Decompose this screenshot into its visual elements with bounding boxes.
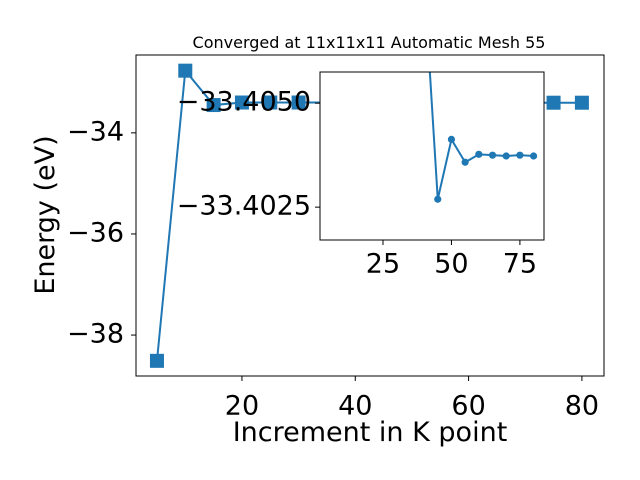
- marker: [461, 158, 469, 166]
- x-tick-label: 50: [434, 249, 468, 280]
- y-tick-label: −33.4025: [177, 191, 311, 222]
- chart-title: Converged at 11x11x11 Automatic Mesh 55: [193, 33, 546, 52]
- y-tick-label: −34: [67, 116, 124, 147]
- axes-frame: [135, 54, 605, 377]
- marker: [206, 98, 221, 113]
- marker: [529, 152, 538, 160]
- plot-area: [428, 72, 538, 203]
- x-tick-label: 25: [366, 249, 400, 280]
- x-tick-label: 75: [503, 249, 537, 280]
- marker: [149, 353, 164, 368]
- y-axis-label: Energy (eV): [30, 135, 61, 294]
- x-tick-label: 20: [225, 391, 259, 422]
- x-tick-label: 40: [338, 391, 372, 422]
- marker: [234, 95, 249, 110]
- marker: [574, 95, 589, 110]
- marker: [291, 95, 306, 110]
- x-tick-label: 60: [451, 391, 485, 422]
- marker: [475, 150, 483, 158]
- marker: [516, 151, 524, 159]
- marker: [447, 135, 456, 143]
- x-axis-label: Increment in K point: [233, 417, 508, 448]
- marker: [488, 151, 497, 159]
- y-tick-label: −38: [67, 319, 124, 350]
- axes-frame: [319, 71, 545, 241]
- y-tick-label: −36: [67, 217, 124, 248]
- x-tick-label: 80: [565, 391, 599, 422]
- axes: 25 50 75 −33.4050 −33.4025: [177, 71, 545, 280]
- marker: [263, 95, 278, 110]
- marker: [502, 152, 510, 160]
- marker: [546, 95, 561, 110]
- marker: [178, 63, 193, 78]
- marker: [434, 195, 442, 203]
- y-tick-label: −33.4050: [177, 87, 311, 118]
